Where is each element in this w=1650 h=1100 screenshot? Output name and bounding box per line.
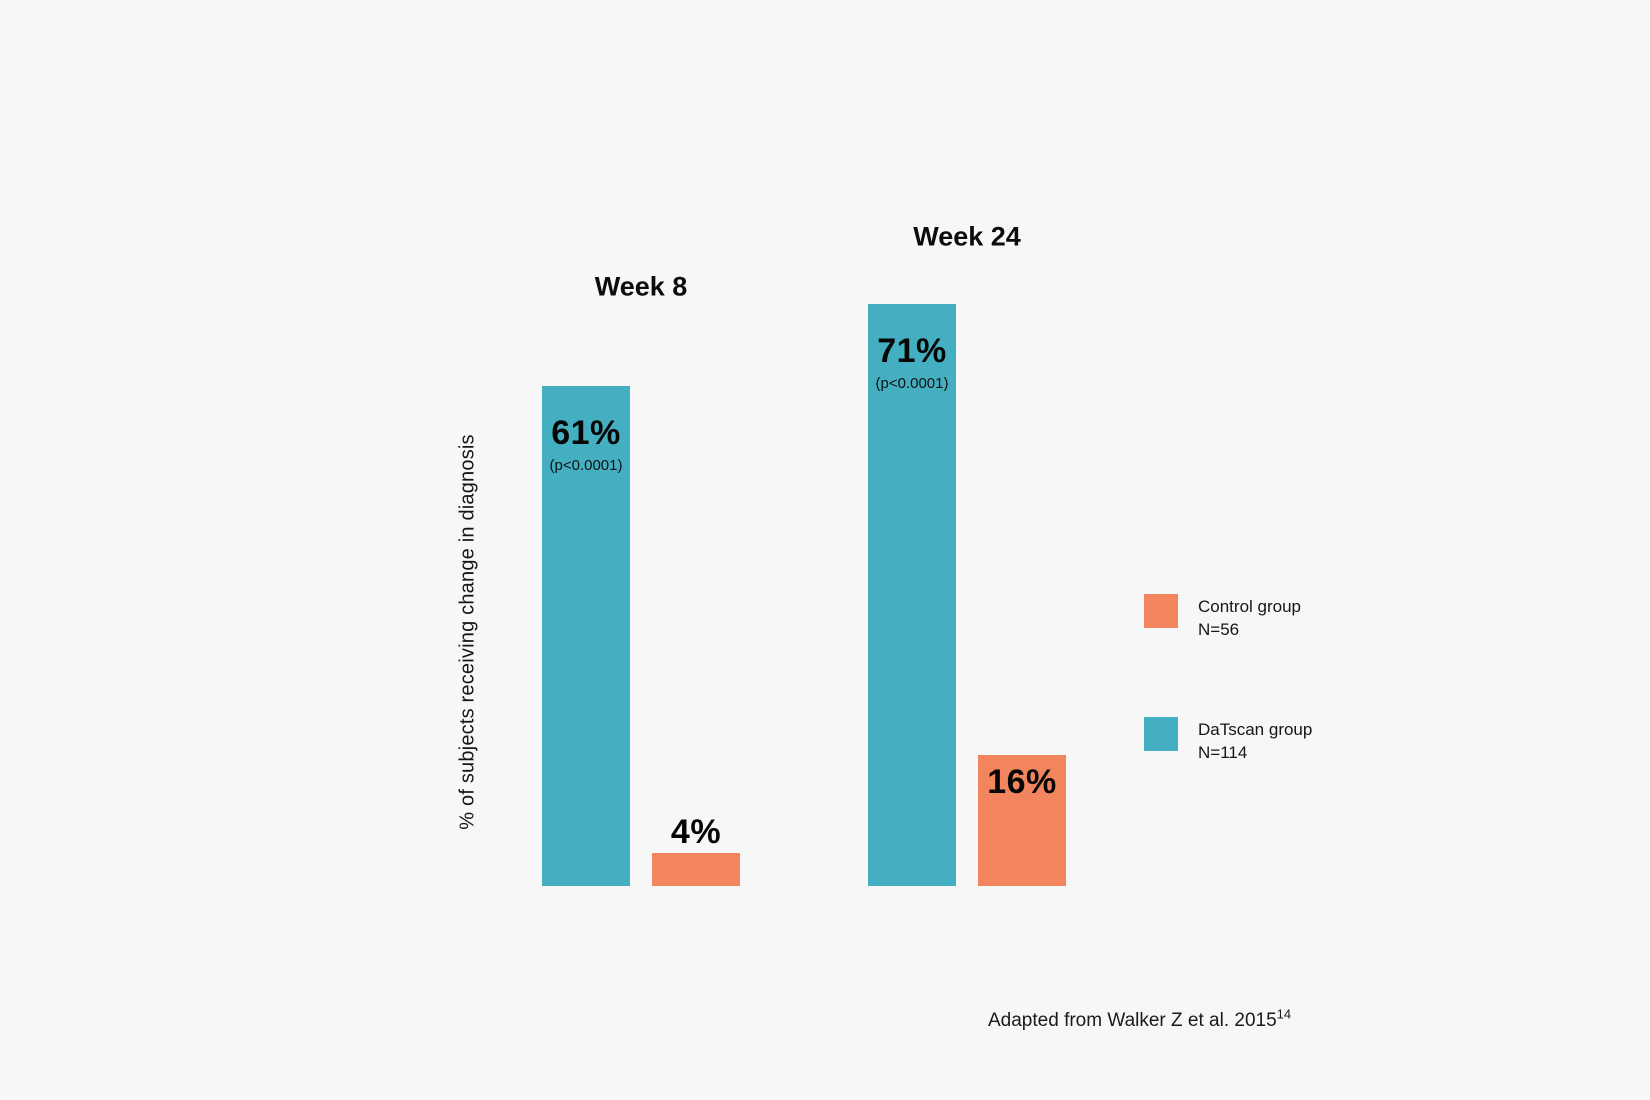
p-value-week24: (p<0.0001) [875,374,949,392]
legend-label-datscan: DaTscan group [1198,720,1313,739]
legend-text-datscan: DaTscan group N=114 [1198,717,1312,764]
legend-item-datscan-group: DaTscan group N=114 [1144,717,1312,764]
group-title-week-24: Week 24 [913,221,1021,252]
citation-text: Adapted from Walker Z et al. 2015 [988,1010,1277,1031]
legend-swatch-control [1144,594,1178,628]
bar-datscan-week24: 71% (p<0.0001) [868,303,956,886]
legend-n-control: N=56 [1198,620,1240,639]
bar-value-label: 61% (p<0.0001) [542,386,630,474]
p-value-week8: (p<0.0001) [549,456,623,474]
legend-item-control-group: Control group N=56 [1144,594,1301,641]
bar-value-label: 71% (p<0.0001) [868,304,956,392]
bar-value-control-week24: 16% [987,762,1057,801]
group-title-week-8: Week 8 [594,271,688,302]
bar-value-label: 4% [652,812,740,851]
bar-value-datscan-week24: 71% [877,331,947,370]
citation-reference-number: 14 [1276,1006,1292,1022]
legend-text-control: Control group N=56 [1198,594,1301,641]
bar-control-week24: 16% [978,754,1066,886]
bar-value-control-week8: 4% [670,812,722,851]
legend-label-control: Control group [1198,597,1302,616]
legend-n-datscan: N=114 [1198,743,1248,762]
legend-swatch-datscan [1144,717,1178,751]
bar-datscan-week8: 61% (p<0.0001) [542,385,630,886]
bar-value-label: 16% [978,755,1066,801]
y-axis-label: % of subjects receiving change in diagno… [456,434,479,830]
bar-value-datscan-week8: 61% [551,413,621,452]
citation: Adapted from Walker Z et al. 201514 [988,1006,1292,1032]
bar-control-week8: 4% [652,814,740,886]
